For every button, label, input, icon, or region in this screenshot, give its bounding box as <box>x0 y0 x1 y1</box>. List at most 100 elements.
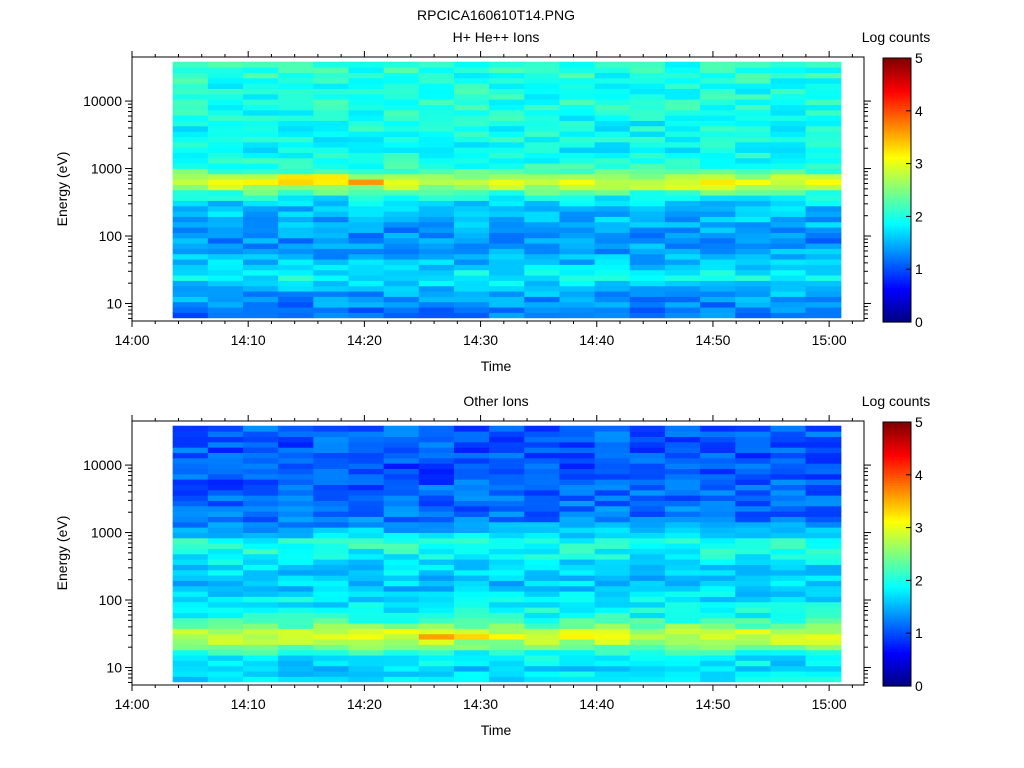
heatmap-cells <box>172 61 842 319</box>
heatmap-cell <box>242 179 279 185</box>
heatmap-cell <box>700 125 736 132</box>
heatmap-cell <box>313 290 350 297</box>
colorbar-segment <box>883 498 911 502</box>
heatmap-cell <box>664 436 701 443</box>
heatmap-cell <box>278 575 314 581</box>
heatmap-cell <box>489 179 525 185</box>
heatmap-cell <box>453 221 490 228</box>
heatmap-cell <box>735 537 772 544</box>
heatmap-cell <box>805 184 842 191</box>
heatmap-cell <box>207 141 244 148</box>
heatmap-cell <box>278 585 314 592</box>
heatmap-cell <box>489 88 525 95</box>
heatmap-cell <box>313 425 350 432</box>
heatmap-cell <box>383 468 420 475</box>
heatmap-cell <box>453 511 490 517</box>
heatmap-cell <box>418 131 455 137</box>
colorbar-segment <box>883 620 911 624</box>
colorbar-segment <box>883 232 911 236</box>
heatmap-cell <box>383 280 420 287</box>
heatmap-cell <box>489 575 525 581</box>
heatmap-cell <box>207 425 244 432</box>
heatmap-cell <box>242 88 279 95</box>
heatmap-cell <box>770 88 807 95</box>
heatmap-cell <box>559 77 596 84</box>
heatmap-cell <box>453 585 490 592</box>
heatmap-cell <box>805 104 842 111</box>
heatmap-cell <box>172 463 209 469</box>
heatmap-cell <box>278 274 314 281</box>
heatmap-cell <box>207 301 244 308</box>
heatmap-cell <box>418 173 455 180</box>
heatmap-cell <box>559 468 596 475</box>
heatmap-cell <box>629 676 666 683</box>
heatmap-cell <box>313 622 350 629</box>
heatmap-cell <box>383 431 420 437</box>
colorbar-segment <box>883 604 911 608</box>
heatmap-cell <box>383 425 420 432</box>
heatmap-cell <box>735 644 772 651</box>
heatmap-cell <box>629 163 666 169</box>
heatmap-cell <box>594 585 631 592</box>
heatmap-cell <box>735 575 772 581</box>
heatmap-cell <box>735 580 772 587</box>
heatmap-cell <box>453 242 490 249</box>
heatmap-cell <box>313 285 350 292</box>
heatmap-cell <box>453 489 490 496</box>
heatmap-cell <box>313 306 350 313</box>
heatmap-cell <box>383 479 420 485</box>
heatmap-cell <box>207 195 244 201</box>
heatmap-cell <box>805 676 842 683</box>
heatmap-cell <box>629 543 666 549</box>
heatmap-cell <box>242 264 279 271</box>
x-tick-label: 14:20 <box>347 332 382 348</box>
heatmap-cell <box>664 425 701 432</box>
heatmap-cell <box>453 431 490 437</box>
heatmap-cell <box>489 516 525 523</box>
heatmap-cell <box>207 104 244 111</box>
x-tick-label: 14:50 <box>695 332 730 348</box>
heatmap-cell <box>524 184 561 191</box>
colorbar-segment <box>883 68 911 72</box>
heatmap-cell <box>242 575 279 581</box>
heatmap-cell <box>242 211 279 217</box>
heatmap-cell <box>172 120 209 127</box>
heatmap-cell <box>313 147 350 153</box>
heatmap-cell <box>278 147 314 153</box>
heatmap-cell <box>594 141 631 148</box>
colorbar-tick-label: 0 <box>915 678 923 694</box>
heatmap-cell <box>559 553 596 560</box>
heatmap-cell <box>559 163 596 169</box>
heatmap-cell <box>453 654 490 661</box>
heatmap-cell <box>383 168 420 175</box>
heatmap-cell <box>559 306 596 313</box>
heatmap-cell <box>207 184 244 191</box>
colorbar-segment <box>883 612 911 616</box>
heatmap-cell <box>383 511 420 517</box>
heatmap-cell <box>418 489 455 496</box>
heatmap-cell <box>629 612 666 619</box>
colorbar-segment <box>883 258 911 262</box>
heatmap-cell <box>559 479 596 485</box>
heatmap-cell <box>242 585 279 592</box>
heatmap-cell <box>805 532 842 539</box>
heatmap-cell <box>524 559 561 565</box>
heatmap-cell <box>559 463 596 469</box>
heatmap-cell <box>524 205 561 212</box>
heatmap-cell <box>629 431 666 437</box>
colorbar-segment <box>883 192 911 196</box>
heatmap-cell <box>629 590 666 597</box>
heatmap-cell <box>418 306 455 313</box>
heatmap-cell <box>594 179 631 185</box>
heatmap-cell <box>629 253 666 260</box>
colorbar-segment <box>883 71 911 75</box>
heatmap-cell <box>418 285 455 292</box>
heatmap-cell <box>664 312 701 319</box>
heatmap-cell <box>524 189 561 196</box>
heatmap-cell <box>278 104 314 111</box>
heatmap-cell <box>278 500 314 507</box>
heatmap-cell <box>207 168 244 175</box>
colorbar-segment <box>883 269 911 273</box>
heatmap-cell <box>805 511 842 517</box>
heatmap-cell <box>700 184 736 191</box>
